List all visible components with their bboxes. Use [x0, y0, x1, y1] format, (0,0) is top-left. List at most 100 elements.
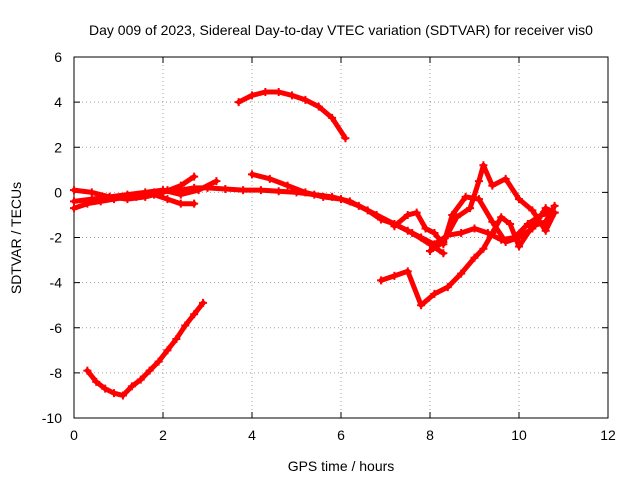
data-point: [377, 276, 386, 285]
data-point: [145, 366, 154, 375]
y-tick-label: 0: [54, 184, 62, 200]
data-points: [70, 87, 559, 400]
data-point: [101, 384, 110, 393]
data-point: [239, 186, 248, 195]
data-point: [150, 190, 159, 199]
data-point: [501, 174, 510, 183]
data-point: [319, 192, 328, 201]
data-point: [123, 190, 132, 199]
data-point: [83, 366, 92, 375]
data-point: [488, 181, 497, 190]
series-track-4: [132, 190, 199, 208]
data-point: [479, 161, 488, 170]
data-point: [172, 335, 181, 344]
data-point: [470, 253, 479, 262]
data-point: [390, 222, 399, 231]
data-point: [488, 217, 497, 226]
series-trace: [378, 203, 558, 308]
data-point: [550, 208, 559, 217]
data-point: [87, 195, 96, 204]
data-point: [87, 188, 96, 197]
data-point: [118, 391, 127, 400]
chart-title: Day 009 of 2023, Sidereal Day-to-day VTE…: [89, 22, 593, 38]
data-point: [523, 219, 532, 228]
data-point: [479, 244, 488, 253]
data-point: [488, 228, 497, 237]
series-track-6: [248, 170, 448, 258]
y-tick-label: 4: [54, 94, 62, 110]
x-tick-label: 0: [70, 427, 78, 443]
y-tick-label: -10: [42, 410, 62, 426]
data-point: [426, 240, 434, 249]
y-tick-label: 2: [54, 139, 62, 155]
data-point: [105, 192, 114, 201]
x-tick-label: 8: [426, 427, 434, 443]
data-point: [474, 195, 483, 204]
data-point: [70, 186, 78, 195]
data-point: [417, 301, 426, 310]
data-point: [288, 91, 297, 100]
data-point: [190, 310, 199, 319]
data-point: [501, 238, 510, 247]
data-point: [194, 186, 203, 195]
x-tick-label: 6: [337, 427, 345, 443]
data-point: [457, 269, 466, 278]
data-point: [163, 346, 172, 355]
y-tick-label: -8: [50, 365, 63, 381]
data-point: [506, 219, 515, 228]
data-point: [341, 134, 350, 143]
x-tick-label: 4: [248, 427, 256, 443]
data-point: [354, 201, 363, 210]
y-tick-label: -4: [50, 275, 63, 291]
data-point: [283, 181, 292, 190]
data-point: [301, 188, 310, 197]
data-point: [403, 267, 412, 276]
data-point: [390, 271, 399, 280]
axis-ticks: 0 2 4 6 8 10 12 -10 -8 -6 -4 -2 0 2 4 6: [42, 49, 616, 443]
data-point: [176, 181, 185, 190]
y-tick-label: -6: [50, 320, 63, 336]
data-point: [466, 204, 475, 213]
x-tick-label: 2: [159, 427, 167, 443]
data-point: [421, 224, 430, 233]
data-point: [234, 98, 243, 107]
data-point: [541, 204, 550, 213]
data-point: [528, 206, 537, 215]
x-tick-label: 10: [511, 427, 527, 443]
data-point: [528, 222, 537, 231]
data-point: [328, 113, 337, 122]
x-tick-label: 12: [600, 427, 616, 443]
data-point: [132, 192, 141, 201]
data-point: [372, 210, 381, 219]
data-point: [426, 247, 434, 256]
series-track-5: [234, 87, 350, 143]
series-trace: [427, 162, 558, 254]
series-track-9: [426, 161, 559, 256]
data-point: [439, 238, 448, 247]
data-point: [515, 242, 523, 251]
x-axis-label: GPS time / hours: [288, 458, 395, 474]
data-point: [190, 199, 199, 208]
data-point: [256, 186, 265, 195]
data-point: [154, 357, 163, 366]
data-point: [136, 375, 145, 384]
data-point: [470, 224, 479, 233]
data-point: [110, 389, 119, 398]
data-point: [541, 226, 550, 235]
data-point: [403, 210, 412, 219]
data-point: [515, 195, 523, 204]
data-point: [261, 87, 270, 96]
data-point: [159, 186, 167, 195]
series-track-10: [83, 298, 208, 400]
data-point: [176, 199, 185, 208]
data-point: [274, 187, 283, 196]
data-point: [265, 174, 274, 183]
series-trace: [249, 171, 446, 256]
data-point: [70, 204, 78, 213]
data-point: [92, 377, 101, 386]
data-point: [181, 321, 190, 330]
y-tick-label: 6: [54, 49, 62, 65]
data-point: [461, 192, 470, 201]
data-point: [248, 170, 256, 179]
